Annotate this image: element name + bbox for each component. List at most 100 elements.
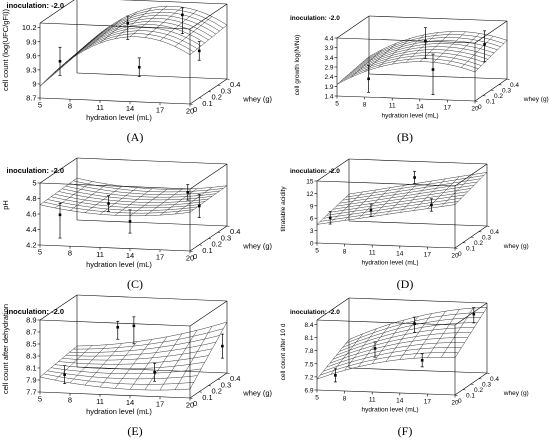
inoculation-title-e: inoculation: -2.0 xyxy=(7,307,65,316)
y-tick-label-f: 0.2 xyxy=(474,387,483,394)
z-tick-label-f: 7.2 xyxy=(304,374,313,381)
panel-c: inoculation: -2.0 5 8 11 14 17 20 0 0.1 0.2 0.3 0.4… xyxy=(0,147,275,294)
z-tick-label-b: 1.9 xyxy=(324,84,333,91)
z-tick-label-a: 10.2 xyxy=(22,23,37,32)
z-tick-label-d: 6 xyxy=(310,216,314,223)
box-edge-a xyxy=(119,0,228,5)
y-tick-mark-b xyxy=(482,95,486,97)
z-tick-label-f: 6.9 xyxy=(304,388,313,395)
x-tick-label-d: 11 xyxy=(369,250,376,257)
inoculation-title-c: inoculation: -2.0 xyxy=(7,166,65,175)
box-edge-d xyxy=(348,220,488,227)
x-axis-label-a: hydration level (mL) xyxy=(86,113,152,122)
y-tick-mark-c xyxy=(217,231,221,234)
data-point-a xyxy=(197,49,201,53)
x-tick-label-c: 20 xyxy=(186,254,194,263)
surface-gridline-a xyxy=(47,30,198,81)
box-edge-c xyxy=(39,182,191,190)
data-point-d xyxy=(413,176,416,179)
surface-gridline-e xyxy=(51,367,202,374)
x-axis-label-c: hydration level (mL) xyxy=(86,260,152,269)
box-edge-d xyxy=(348,158,488,165)
y-tick-mark-b xyxy=(474,100,478,102)
z-tick-label-f: 8.4 xyxy=(304,322,313,329)
box-edge-a xyxy=(39,97,191,105)
data-point-a xyxy=(181,13,184,17)
data-point-b xyxy=(431,68,435,71)
surface-gridline-f xyxy=(441,307,474,358)
surface-gridline-e xyxy=(69,335,220,353)
data-point-f xyxy=(373,347,377,350)
box-edge-c xyxy=(76,219,228,227)
z-tick-label-f: 7.5 xyxy=(304,361,313,368)
y-tick-mark-a xyxy=(217,84,221,87)
z-tick-label-e: 8.9 xyxy=(26,316,36,325)
z-tick-label-e: 8.3 xyxy=(26,352,36,361)
surface-gridline-d xyxy=(316,193,350,225)
x-tick-label-d: 5 xyxy=(315,248,319,255)
box-edge-d xyxy=(316,242,456,249)
data-point-a xyxy=(126,21,130,25)
surface-plot-d: inoculation: -2.05 8 11 14 17 20 00.10.20.30.4… xyxy=(280,158,529,291)
x-axis-label-b: hydration level (mL) xyxy=(381,113,438,120)
y-axis-label-e: whey (g) xyxy=(242,389,272,398)
panel-label-b: (B) xyxy=(397,130,413,144)
x-tick-label-d: 8 xyxy=(343,249,347,256)
surface-gridline-f xyxy=(320,352,459,376)
y-tick-label-f: 0.3 xyxy=(482,382,491,389)
box-edge-e xyxy=(76,294,228,302)
surface-gridline-f xyxy=(342,317,481,348)
surface-gridline-a xyxy=(65,15,217,65)
surface-gridline-f xyxy=(316,357,456,380)
z-axis-label-c: pH xyxy=(1,200,10,210)
surface-gridline-c xyxy=(69,183,220,195)
surface-gridline-b xyxy=(461,36,494,68)
data-point-e xyxy=(132,324,136,328)
z-tick-label-d: 3 xyxy=(310,228,314,235)
data-point-c xyxy=(128,220,132,223)
y-tick-label-c: 0 xyxy=(193,252,197,261)
box-edge-b xyxy=(336,37,476,44)
z-tick-label-b: 2.9 xyxy=(324,65,333,72)
x-tick-label-a: 14 xyxy=(126,104,134,113)
y-tick-mark-e xyxy=(217,378,221,381)
y-tick-label-f: 0 xyxy=(458,398,462,405)
surface-gridline-f xyxy=(454,307,488,358)
x-tick-label-f: 20 xyxy=(451,400,459,407)
panel-f: inoculation: -2.0 5 8 11 14 17 20 0 0.1 0.2 0.3 0.4… xyxy=(275,294,550,441)
y-tick-mark-d xyxy=(454,247,458,249)
surface-gridline-c xyxy=(47,199,198,211)
y-axis-label-f: whey (g) xyxy=(503,390,529,397)
y-tick-mark-d xyxy=(470,236,474,238)
y-tick-label-d: 0 xyxy=(458,251,462,258)
box-edge-b xyxy=(368,15,508,22)
z-tick-label-f: 8.1 xyxy=(304,335,313,342)
surface-gridline-c xyxy=(129,189,168,216)
surface-gridline-a xyxy=(69,12,220,61)
x-axis-label-f: hydration level (mL) xyxy=(361,407,418,414)
surface-gridline-c xyxy=(144,189,183,216)
z-tick-label-e: 8.5 xyxy=(26,340,36,349)
z-tick-label-c: 5 xyxy=(32,179,36,188)
x-tick-label-b: 20 xyxy=(471,106,479,113)
x-axis-label-e: hydration level (mL) xyxy=(86,407,152,416)
z-tick-label-d: 12 xyxy=(306,191,314,198)
data-point-c xyxy=(58,213,62,217)
data-point-c xyxy=(186,191,190,194)
data-point-b xyxy=(483,43,486,46)
x-tick-label-a: 5 xyxy=(38,101,42,110)
surface-gridline-a xyxy=(174,16,213,47)
surface-gridline-c xyxy=(159,188,198,216)
inoculation-title-f: inoculation: -2.0 xyxy=(290,309,340,316)
box-edge-e xyxy=(189,300,228,327)
surface-gridline-e xyxy=(159,330,198,391)
y-tick-mark-a xyxy=(226,78,230,80)
x-axis-label-d: hydration level (mL) xyxy=(361,260,418,267)
y-tick-mark-b xyxy=(498,84,502,86)
y-tick-mark-f xyxy=(462,389,466,391)
y-tick-label-a: 0.1 xyxy=(202,99,212,108)
box-edge-e xyxy=(39,294,78,321)
x-tick-label-f: 5 xyxy=(315,395,319,402)
y-tick-mark-e xyxy=(208,385,212,387)
y-axis-label-d: whey (g) xyxy=(503,243,529,250)
